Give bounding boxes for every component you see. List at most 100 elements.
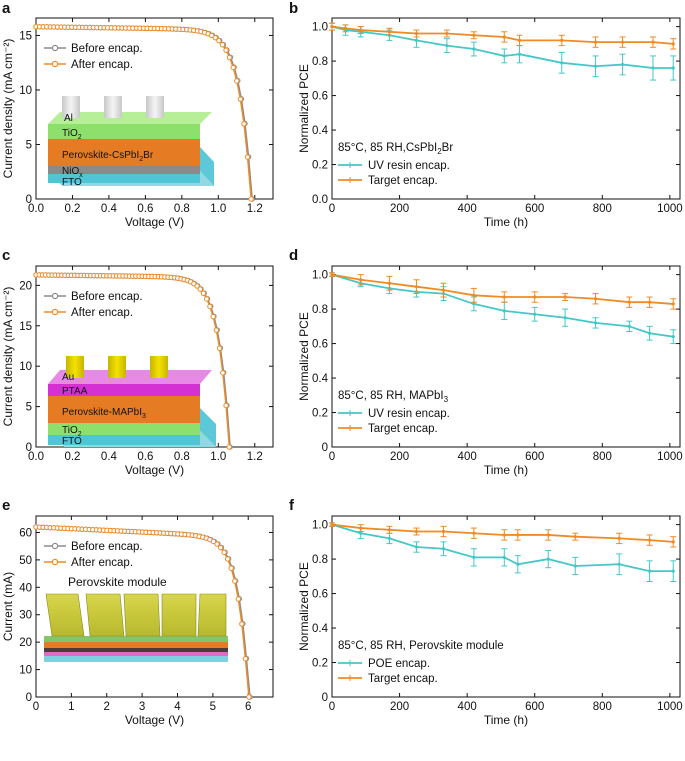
series-line-uv [331,273,674,338]
module-layer [44,642,228,648]
y-tick-label: 0.0 [312,194,328,206]
electrode [62,96,80,118]
chart-a-jv-curve: 0.0 0.2 0.4 0.6 0.8 1.0 1.2 0 5 10 15 Voltage (V) Cu… [1,17,274,229]
data-point [197,286,203,292]
side-facet [200,408,216,447]
data-point [533,295,537,299]
x-tick-label: 800 [593,451,612,463]
data-point [204,296,210,302]
label-fto: FTO [62,177,82,188]
chart-c-jv-curve: 0.0 0.2 0.4 0.6 0.8 1.0 1.2 0 5 10 15 20 Voltage (V)… [1,265,274,477]
x-tick-label: 1000 [657,451,683,463]
module-cell [123,593,161,637]
y-tick-label: 0.2 [312,160,328,172]
legend-marker-after [51,558,59,566]
x-axis-label: Voltage (V) [125,463,184,477]
label-perovskite: Perovskite-CsPbI2Br [62,150,154,163]
x-tick-label: 0.6 [137,451,153,463]
y-tick-label: 60 [19,527,32,539]
label-pero-main: Perovskite-MAPbI [62,407,142,418]
x-tick-label: 0.0 [28,451,44,463]
module-schematic: Perovskite module [44,575,228,662]
y-tick-label: 1.0 [312,270,328,282]
module-label: Perovskite module [68,575,167,589]
data-point [414,529,419,534]
y-tick-label: 0 [26,692,32,704]
label-niox: NiOx [62,166,83,179]
layer-fto [48,174,200,183]
data-point [441,288,446,292]
series-line-uv [331,523,674,573]
panel-label-d: d [289,247,298,264]
data-point [502,35,506,39]
x-tick-label: 600 [525,701,544,713]
layer-ptaa [48,384,200,396]
x-tick-label: 0.6 [137,203,153,215]
y-tick-label: 20 [19,637,32,649]
legend-label-uv: UV resin encap. [368,160,450,172]
chart-b-stability: 0 200 400 600 800 1000 0.0 0.2 0.4 0.6 0.8 1.0 Time … [297,17,683,229]
data-point [414,38,419,43]
x-tick-label: 600 [525,203,544,215]
label-ptaa: PTAA [62,386,88,397]
data-point [472,33,476,37]
label-tio2: TiO2 [62,425,82,438]
module-cell [45,593,85,637]
data-point [226,54,233,61]
x-tick-label: 400 [458,203,477,215]
data-point [593,297,598,301]
data-point [221,549,227,556]
data-point [224,556,231,562]
legend-label-uv: POE encap. [368,658,430,670]
x-tick-label: 1.2 [247,451,263,463]
panel-label-e: e [2,497,10,514]
data-point [217,544,224,551]
x-axis-label: Time (h) [484,713,528,727]
gold-electrodes [66,356,168,378]
y-tick-label: 0.4 [312,373,329,385]
data-point [216,345,223,352]
data-point [445,43,449,48]
panel-label-b: b [289,0,298,17]
y-tick-label: 0.8 [312,554,328,566]
label-fto: FTO [62,436,82,447]
data-point [620,40,625,44]
y-tick-label: 10 [19,665,32,677]
data-point [246,694,252,700]
y-tick-label: 0 [26,194,32,206]
y-tick-label: 30 [19,610,32,622]
series-line-target [331,273,674,305]
y-tick-label: 0.4 [312,125,329,137]
y-tick-label: 40 [19,582,32,594]
data-point [414,545,419,549]
module-layer [44,652,228,656]
data-point [627,300,631,304]
data-point [546,557,550,561]
label-tio2-main: TiO [62,128,78,139]
data-point [502,555,506,559]
legend-label-before: Before encap. [71,43,143,55]
y-tick-label: 0.2 [312,408,328,420]
legend-label-before: Before encap. [71,541,143,553]
layer-perovskite [48,396,200,423]
data-point [223,402,229,409]
module-cells [45,593,227,637]
data-point [210,538,217,545]
y-tick-label: 0.8 [312,56,328,68]
legend-label-after: After encap. [71,59,133,71]
module-cell [85,593,125,637]
y-tick-label: 0.6 [312,339,328,351]
x-tick-label: 800 [593,203,612,215]
y-axis-label: Current density (mA cm⁻²) [1,39,15,179]
y-tick-label: 0.6 [312,589,328,601]
data-point [502,295,506,299]
x-tick-label: 0.0 [28,203,44,215]
legend-marker-before [51,542,59,550]
data-point [219,42,226,48]
y-axis-label: Current (mA) [1,572,15,641]
y-tick-label: 0 [322,442,328,454]
electrode [104,96,122,118]
condition-sub: 3 [444,395,449,404]
data-point [563,316,567,320]
device-schematic-cspbi2br: Al TiO2 Perovskite-CsPbI2Br NiOx FTO [48,96,214,188]
